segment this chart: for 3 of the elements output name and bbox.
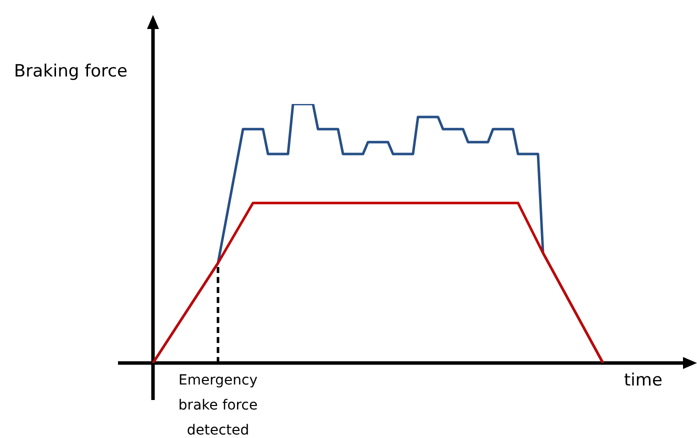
y-axis-title: Braking force (14, 61, 128, 82)
x-axis-title: time (624, 370, 662, 390)
annotation: Emergency brake force detected (178, 372, 258, 438)
